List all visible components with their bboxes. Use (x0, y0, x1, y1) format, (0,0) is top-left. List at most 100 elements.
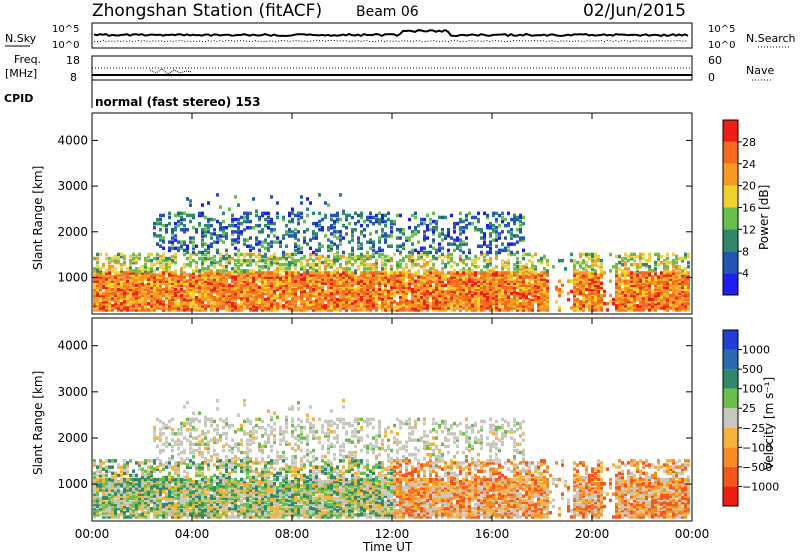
data-cell (297, 285, 300, 290)
data-cell (135, 256, 138, 261)
data-cell (93, 475, 96, 480)
data-cell (300, 289, 303, 294)
data-cell (426, 260, 429, 265)
data-cell (147, 302, 150, 306)
data-cell (372, 263, 375, 267)
data-cell (558, 306, 561, 310)
data-cell (657, 291, 660, 296)
data-cell (372, 304, 375, 308)
data-cell (93, 500, 96, 505)
data-cell (231, 281, 234, 285)
data-cell (438, 306, 441, 310)
data-cell (192, 302, 195, 306)
data-cell (129, 260, 132, 265)
data-cell (138, 477, 141, 482)
data-cell (288, 293, 291, 298)
data-cell (186, 308, 189, 312)
data-cell (477, 308, 480, 312)
data-cell (426, 306, 429, 310)
data-cell (483, 232, 486, 236)
data-cell (180, 308, 183, 312)
data-cell (345, 304, 348, 308)
data-cell (216, 306, 219, 310)
data-cell (210, 285, 213, 290)
data-cell (186, 197, 189, 201)
data-cell (477, 283, 480, 287)
data-cell (360, 273, 363, 277)
data-cell (423, 275, 426, 279)
data-cell (666, 302, 669, 306)
data-cell (156, 242, 159, 246)
data-cell (603, 271, 606, 275)
data-cell (405, 273, 408, 277)
data-cell (435, 219, 438, 224)
data-cell (381, 213, 384, 218)
data-cell (438, 254, 441, 259)
data-cell (522, 221, 525, 226)
data-cell (99, 506, 102, 511)
data-cell (330, 248, 333, 253)
data-cell (126, 463, 129, 467)
data-cell (639, 279, 642, 283)
data-cell (510, 300, 513, 304)
data-cell (243, 287, 246, 292)
data-cell (387, 211, 390, 216)
data-cell (321, 291, 324, 296)
data-cell (204, 234, 207, 238)
data-cell (96, 484, 99, 488)
data-cell (366, 215, 369, 220)
data-cell (363, 279, 366, 283)
data-cell (183, 240, 186, 244)
data-cell (168, 275, 171, 279)
data-cell (642, 273, 645, 277)
data-cell (531, 260, 534, 265)
data-cell (504, 308, 507, 312)
data-cell (153, 283, 156, 287)
data-cell (183, 271, 186, 275)
data-cell (105, 252, 108, 257)
data-cell (246, 217, 249, 222)
data-cell (144, 490, 147, 494)
data-cell (540, 273, 543, 277)
data-cell (99, 500, 102, 505)
data-cell (369, 246, 372, 250)
data-cell (396, 265, 399, 269)
data-cell (489, 293, 492, 298)
data-cell (351, 293, 354, 298)
data-cell (324, 279, 327, 283)
data-cell (504, 217, 507, 222)
data-cell (504, 293, 507, 298)
data-cell (96, 502, 99, 507)
data-cell (240, 308, 243, 312)
data-cell (195, 283, 198, 287)
data-cell (138, 267, 141, 271)
data-cell (618, 300, 621, 304)
data-cell (174, 269, 177, 273)
data-cell (114, 271, 117, 275)
data-cell (153, 221, 156, 226)
data-cell (282, 263, 285, 267)
data-cell (402, 242, 405, 246)
data-cell (108, 287, 111, 292)
data-cell (366, 289, 369, 294)
data-cell (192, 304, 195, 308)
data-cell (420, 306, 423, 310)
data-cell (378, 254, 381, 259)
data-cell (474, 271, 477, 275)
data-cell (246, 252, 249, 257)
data-cell (297, 213, 300, 218)
data-cell (150, 281, 153, 285)
data-cell (615, 293, 618, 298)
data-cell (456, 289, 459, 294)
data-cell (291, 234, 294, 238)
data-cell (144, 302, 147, 306)
data-cell (543, 256, 546, 261)
data-cell (258, 240, 261, 244)
data-cell (216, 260, 219, 265)
data-cell (378, 291, 381, 296)
data-cell (273, 256, 276, 261)
data-cell (633, 279, 636, 283)
data-cell (114, 484, 117, 488)
data-cell (504, 223, 507, 228)
data-cell (111, 513, 114, 517)
